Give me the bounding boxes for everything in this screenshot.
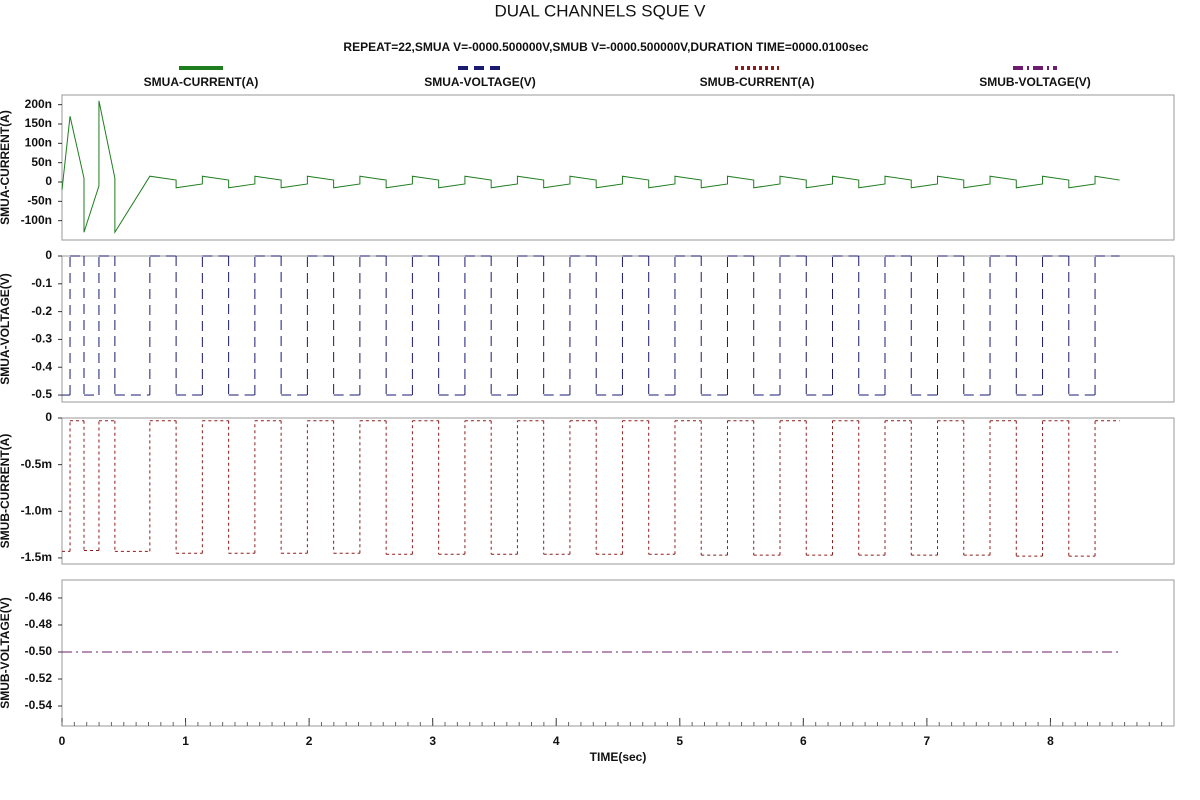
x-tick-label: 8 (1047, 734, 1054, 748)
x-tick-label: 4 (553, 734, 560, 748)
legend-label: SMUB-VOLTAGE(V) (979, 75, 1091, 89)
x-tick-label: 6 (800, 734, 807, 748)
y-tick-label: -0.50 (25, 644, 53, 658)
y-axis-label: SMUA-VOLTAGE(V) (0, 273, 12, 385)
y-tick-label: -0.2 (31, 304, 52, 318)
x-tick-label: 5 (676, 734, 683, 748)
y-tick-label: -0.48 (25, 617, 53, 631)
y-tick-label: 50n (31, 155, 52, 169)
plot-frame (61, 417, 1175, 565)
y-tick-label: 150n (25, 116, 52, 130)
y-tick-label: -0.3 (31, 332, 52, 346)
x-tick-label: 3 (429, 734, 436, 748)
series-line (61, 100, 1120, 235)
legend-label: SMUA-CURRENT(A) (144, 75, 259, 89)
plot-frame (61, 94, 1175, 241)
x-tick-label: 7 (924, 734, 931, 748)
y-tick-label: -1.5m (21, 550, 52, 564)
y-axis-label: SMUA-CURRENT(A) (0, 110, 12, 225)
plot-frame (61, 255, 1175, 403)
x-tick-label: 0 (59, 734, 66, 748)
chart-subtitle: REPEAT=22,SMUA V=-0000.500000V,SMUB V=-0… (343, 40, 869, 54)
chart-title: DUAL CHANNELS SQUE V (495, 1, 707, 20)
y-tick-label: -100n (21, 213, 52, 227)
x-tick-label: 2 (306, 734, 313, 748)
y-tick-label: -50n (27, 194, 52, 208)
legend-label: SMUB-CURRENT(A) (700, 75, 815, 89)
y-tick-label: 100n (25, 136, 52, 150)
y-axis-label: SMUB-VOLTAGE(V) (0, 597, 12, 709)
plot-frame (61, 579, 1175, 727)
legend-label: SMUA-VOLTAGE(V) (424, 75, 536, 89)
y-tick-label: -0.4 (31, 359, 52, 373)
y-tick-label: -0.5 (31, 387, 52, 401)
y-tick-label: 0 (45, 174, 52, 188)
y-tick-label: 0 (45, 248, 52, 262)
y-tick-label: 0 (45, 410, 52, 424)
y-tick-label: -0.46 (25, 590, 53, 604)
y-tick-label: -0.54 (25, 698, 53, 712)
y-axis-label: SMUB-CURRENT(A) (0, 434, 12, 549)
y-tick-label: -0.52 (25, 671, 53, 685)
x-axis-label: TIME(sec) (590, 750, 647, 764)
y-tick-label: 200n (25, 97, 52, 111)
y-tick-label: -0.5m (21, 457, 52, 471)
x-tick-label: 1 (182, 734, 189, 748)
y-tick-label: -1.0m (21, 503, 52, 517)
y-tick-label: -0.1 (31, 276, 52, 290)
